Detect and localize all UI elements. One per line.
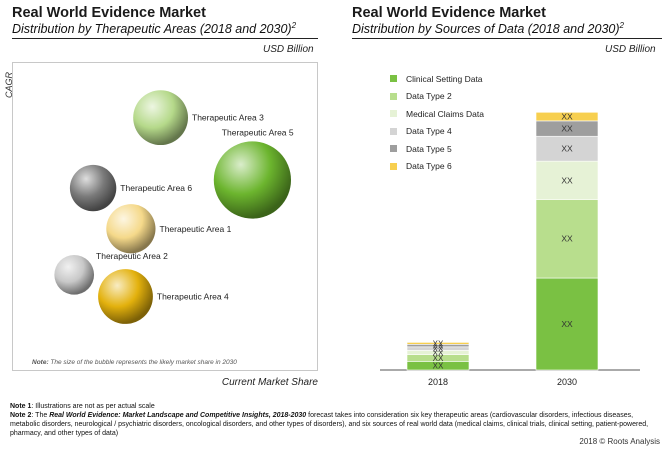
bar-segment xyxy=(535,111,599,122)
bubble-circle xyxy=(213,141,291,219)
bar-data-label: XX xyxy=(561,112,573,122)
legend-item: Clinical Setting Data xyxy=(390,70,484,88)
legend-label: Data Type 4 xyxy=(406,126,452,137)
legend-label: Medical Claims Data xyxy=(406,108,484,119)
bubble-circle xyxy=(133,90,188,146)
bubble-5: Therapeutic Area 2 xyxy=(54,251,168,295)
x-tick-label: 2030 xyxy=(557,377,577,387)
bubble-circle xyxy=(69,164,117,212)
bubble-label: Therapeutic Area 2 xyxy=(96,251,168,261)
left-chart-title: Real World Evidence Market xyxy=(12,5,206,21)
bar-2030: XX XX XX XX XX XX xyxy=(535,111,599,371)
legend-item: Data Type 6 xyxy=(390,158,484,176)
bar-segment xyxy=(535,135,599,162)
bar-chart-legend: Clinical Setting Data Data Type 2 Medical … xyxy=(390,70,484,175)
bar-segment xyxy=(535,277,599,371)
left-title-divider xyxy=(12,38,318,39)
legend-swatch xyxy=(390,75,397,83)
bubble-1: Therapeutic Area 3 xyxy=(133,90,264,146)
legend-label: Data Type 2 xyxy=(406,91,452,102)
bubble-label: Therapeutic Area 1 xyxy=(160,224,232,234)
right-chart-title: Real World Evidence Market xyxy=(352,5,546,21)
bar-data-label: XX xyxy=(433,339,444,348)
footnote-2: Note 2: The Real World Evidence: Market … xyxy=(10,412,649,437)
bar-data-label: XX xyxy=(433,342,444,351)
bubble-label: Therapeutic Area 5 xyxy=(222,127,294,137)
right-unit-label: USD Billion xyxy=(605,44,656,55)
left-chart-subtitle: Distribution by Therapeutic Areas (2018 … xyxy=(12,21,297,37)
bar-data-label: XX xyxy=(433,349,444,358)
legend-swatch xyxy=(390,127,397,135)
bubble-4: Therapeutic Area 1 xyxy=(106,204,232,254)
footnote-1: Note 1: Illustrations are not as per act… xyxy=(10,403,155,410)
bubble-chart: Therapeutic Area 3 Therapeutic Area 5 Ther… xyxy=(54,90,294,324)
legend-item: Data Type 5 xyxy=(390,140,484,158)
bubble-6: Therapeutic Area 4 xyxy=(98,269,229,324)
bar-data-label: XX xyxy=(433,354,444,363)
bar-data-label: XX xyxy=(433,345,444,354)
right-title-divider xyxy=(352,38,662,39)
bar-segment xyxy=(535,160,599,200)
bar-data-label: XX xyxy=(561,234,573,244)
bubble-2: Therapeutic Area 5 xyxy=(213,127,294,219)
legend-item: Data Type 2 xyxy=(390,88,484,106)
legend-label: Clinical Setting Data xyxy=(406,73,483,84)
legend-label: Data Type 6 xyxy=(406,161,452,172)
bubble-label: Therapeutic Area 3 xyxy=(192,113,264,123)
bubble-circle xyxy=(54,254,95,295)
legend-swatch xyxy=(390,145,397,153)
bar-data-label: XX xyxy=(561,319,573,329)
bubble-label: Therapeutic Area 4 xyxy=(157,292,229,302)
bar-data-label: XX xyxy=(433,362,444,371)
bar-data-label: XX xyxy=(561,175,573,185)
bar-segment xyxy=(535,199,599,279)
right-chart-subtitle: Distribution by Sources of Data (2018 an… xyxy=(352,21,624,37)
bubble-chart-note: Note: The size of the bubble represents … xyxy=(32,359,237,366)
copyright-text: 2018 © Roots Analysis xyxy=(579,437,660,446)
legend-item: Medical Claims Data xyxy=(390,105,484,123)
bar-data-label: XX xyxy=(561,124,573,134)
bar-data-label: XX xyxy=(561,144,573,154)
bar-segment xyxy=(406,342,470,345)
bubble-circle xyxy=(98,269,153,324)
x-tick-label: 2018 xyxy=(428,377,448,387)
bubble-label: Therapeutic Area 6 xyxy=(120,183,192,193)
bubble-3: Therapeutic Area 6 xyxy=(69,164,192,212)
legend-swatch xyxy=(390,162,397,170)
bubble-chart-frame: Therapeutic Area 3 Therapeutic Area 5 Ther… xyxy=(12,62,318,371)
footnotes: Note 1: Illustrations are not as per act… xyxy=(10,402,664,438)
legend-item: Data Type 4 xyxy=(390,123,484,141)
bubble-circle xyxy=(106,204,156,254)
legend-swatch xyxy=(390,92,397,100)
legend-label: Data Type 5 xyxy=(406,143,452,154)
left-unit-label: USD Billion xyxy=(263,44,314,55)
bubble-x-axis-label: Current Market Share xyxy=(221,377,318,388)
bubble-y-axis-label: CAGR xyxy=(4,71,14,98)
legend-swatch xyxy=(390,110,397,118)
